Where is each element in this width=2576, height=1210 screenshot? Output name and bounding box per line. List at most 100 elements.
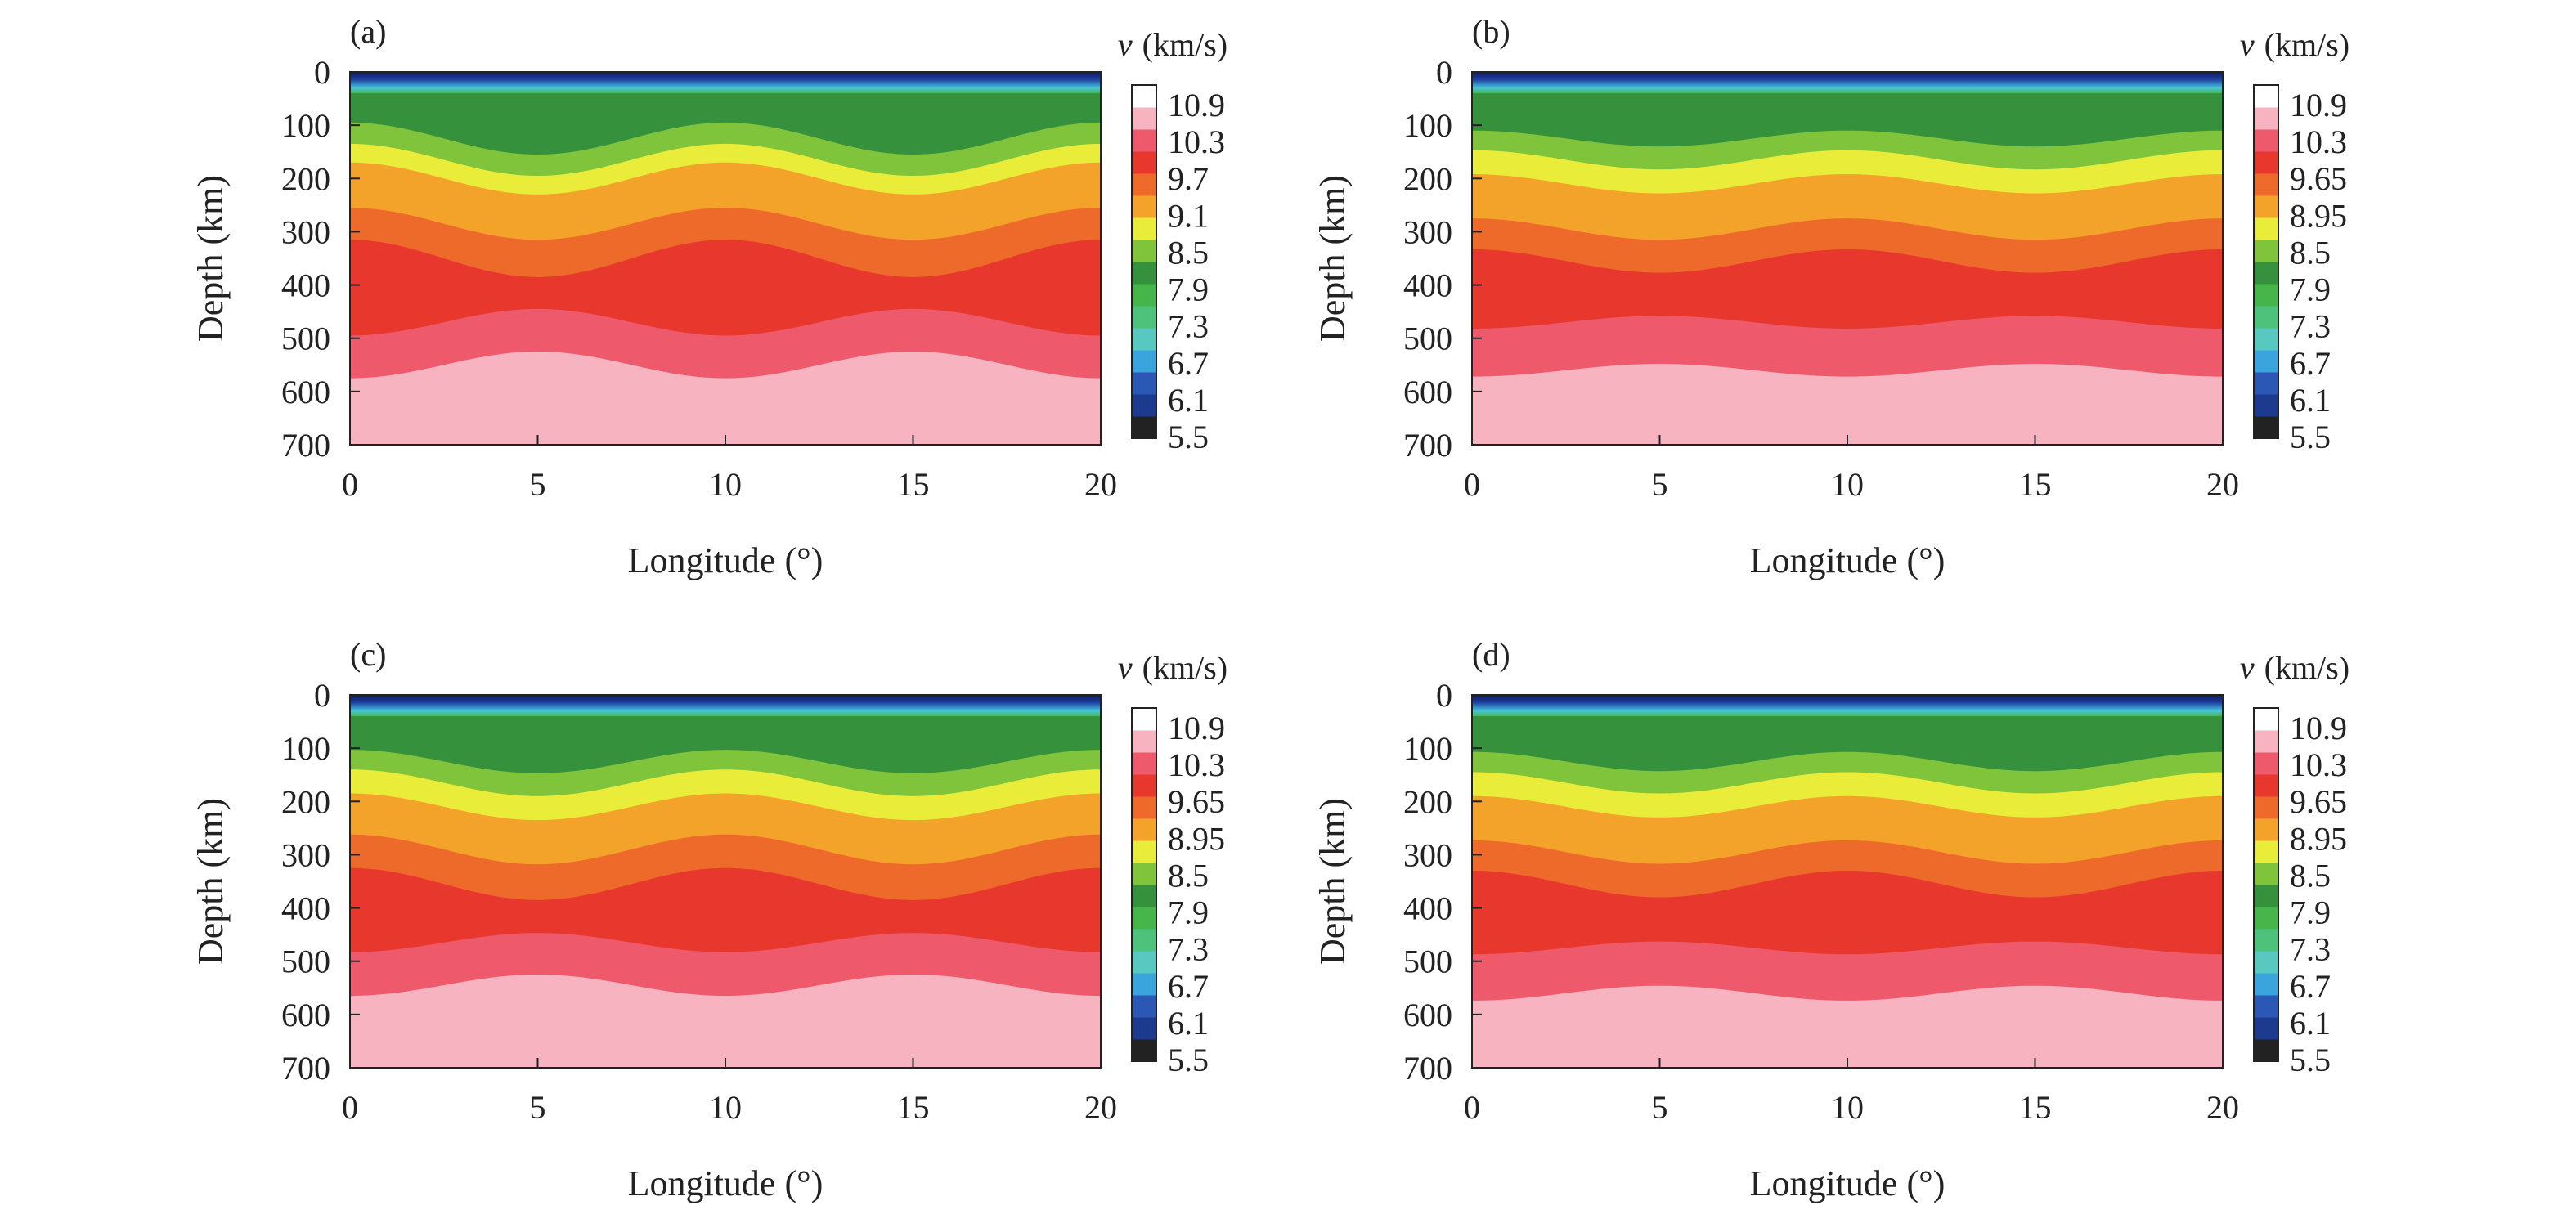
colorbar-segment <box>1132 107 1156 130</box>
y-tick-label: 200 <box>1403 783 1452 820</box>
colorbar-tick-label: 8.5 <box>1168 857 1209 894</box>
colorbar-segment <box>1132 995 1156 1018</box>
x-axis-label: Longitude (°) <box>628 1163 824 1203</box>
y-tick-label: 200 <box>281 160 330 197</box>
x-tick-label: 10 <box>709 466 742 503</box>
y-axis-label: Depth (km) <box>191 798 231 965</box>
colorbar-segment <box>1132 796 1156 819</box>
colorbar-segment <box>2254 173 2278 196</box>
colorbar-title: v (km/s) <box>2240 649 2349 686</box>
velocity-field <box>350 72 1101 445</box>
colorbar: 10.910.39.658.958.57.97.36.76.15.5 v (km/s… <box>2240 649 2349 1078</box>
y-axis-label: Depth (km) <box>191 175 231 342</box>
colorbar: 10.910.39.658.958.57.97.36.76.15.5 v (km/s… <box>1118 649 1227 1078</box>
x-tick-label: 5 <box>1652 466 1668 503</box>
colorbar-tick-label: 10.9 <box>2290 710 2347 746</box>
colorbar-segment <box>1132 730 1156 753</box>
x-tick-label: 20 <box>1084 466 1117 503</box>
colorbar-segment <box>1132 929 1156 952</box>
x-tick-label: 10 <box>709 1089 742 1126</box>
panel-label: (b) <box>1472 13 1510 50</box>
colorbar-segment <box>2254 306 2278 329</box>
colorbar: 10.910.39.79.18.57.97.36.76.15.5 v (km/s) <box>1118 26 1227 455</box>
colorbar-segment <box>1132 284 1156 307</box>
x-tick-label: 10 <box>1831 466 1864 503</box>
colorbar-segment <box>1132 129 1156 152</box>
colorbar-tick-label: 6.1 <box>2290 1005 2331 1042</box>
colorbar-tick-label: 5.5 <box>2290 419 2331 455</box>
colorbar-segment <box>1132 328 1156 351</box>
x-tick-label: 5 <box>530 466 546 503</box>
colorbar-segment <box>1132 774 1156 797</box>
colorbar-segment <box>1132 195 1156 218</box>
colorbar-tick-label: 10.3 <box>1168 746 1225 783</box>
x-tick-label: 10 <box>1831 1089 1864 1126</box>
y-tick-label: 600 <box>281 997 330 1033</box>
colorbar-segment <box>2254 217 2278 240</box>
y-tick-label: 400 <box>1403 267 1452 304</box>
colorbar-segment <box>2254 129 2278 152</box>
x-tick-label: 15 <box>2019 466 2052 503</box>
colorbar-segment <box>1132 240 1156 262</box>
x-tick-label: 20 <box>2206 466 2239 503</box>
x-tick-label: 0 <box>1464 1089 1480 1126</box>
colorbar-tick-label: 8.5 <box>1168 234 1209 271</box>
x-tick-label: 0 <box>1464 466 1480 503</box>
y-tick-label: 100 <box>1403 107 1452 144</box>
y-tick-label: 300 <box>281 213 330 250</box>
colorbar-tick-label: 8.95 <box>1168 820 1225 857</box>
colorbar-title: v (km/s) <box>1118 26 1227 63</box>
panel-a: 0 5 10 15 200100200300400500600700Longitude … <box>191 13 1227 580</box>
colorbar-segment <box>2254 752 2278 775</box>
y-tick-label: 300 <box>281 836 330 873</box>
colorbar-tick-label: 5.5 <box>2290 1042 2331 1078</box>
y-tick-label: 0 <box>1436 677 1452 714</box>
colorbar-segment <box>2254 951 2278 974</box>
colorbar-segment <box>1132 708 1156 731</box>
panel-c: 0 5 10 15 200100200300400500600700Longitude … <box>191 636 1227 1203</box>
colorbar-title: v (km/s) <box>2240 26 2349 63</box>
y-axis-label: Depth (km) <box>1313 175 1353 342</box>
velocity-field <box>1472 695 2223 1068</box>
colorbar-tick-label: 7.9 <box>1168 894 1209 931</box>
colorbar-segment <box>1132 840 1156 863</box>
colorbar-tick-label: 9.1 <box>1168 197 1209 234</box>
colorbar-tick-label: 10.3 <box>2290 746 2347 783</box>
colorbar-tick-label: 6.1 <box>1168 1005 1209 1042</box>
colorbar-segment <box>2254 1039 2278 1062</box>
colorbar-segment <box>2254 262 2278 285</box>
y-tick-label: 400 <box>1403 890 1452 927</box>
colorbar-segment <box>2254 240 2278 262</box>
y-tick-label: 700 <box>1403 1050 1452 1087</box>
colorbar-segment <box>2254 818 2278 841</box>
panel-label: (d) <box>1472 636 1510 673</box>
panel-label: (a) <box>350 13 386 50</box>
y-tick-label: 200 <box>281 783 330 820</box>
colorbar-segment <box>1132 372 1156 395</box>
y-tick-label: 700 <box>1403 427 1452 464</box>
colorbar-segment <box>1132 752 1156 775</box>
colorbar-segment <box>1132 416 1156 439</box>
colorbar-tick-label: 7.3 <box>2290 308 2331 345</box>
colorbar: 10.910.39.658.958.57.97.36.76.15.5 v (km/s… <box>2240 26 2349 455</box>
colorbar-tick-label: 9.7 <box>1168 160 1209 197</box>
colorbar-tick-label: 9.65 <box>1168 783 1225 820</box>
colorbar-segment <box>1132 1017 1156 1040</box>
colorbar-segment <box>2254 907 2278 930</box>
colorbar-tick-label: 10.9 <box>1168 710 1225 746</box>
colorbar-title: v (km/s) <box>1118 649 1227 686</box>
colorbar-tick-label: 6.1 <box>2290 382 2331 419</box>
colorbar-segment <box>2254 1017 2278 1040</box>
panel-b: 0 5 10 15 200100200300400500600700Longitude … <box>1313 13 2349 580</box>
colorbar-segment <box>2254 195 2278 218</box>
colorbar-tick-label: 6.7 <box>1168 345 1209 382</box>
y-tick-label: 600 <box>1403 374 1452 410</box>
colorbar-segment <box>1132 907 1156 930</box>
surface-layer <box>1472 72 2223 94</box>
panel-d: 0 5 10 15 200100200300400500600700Longitude … <box>1313 636 2349 1203</box>
colorbar-tick-label: 6.7 <box>2290 345 2331 382</box>
x-tick-label: 5 <box>1652 1089 1668 1126</box>
y-tick-label: 100 <box>281 107 330 144</box>
colorbar-tick-label: 5.5 <box>1168 1042 1209 1078</box>
colorbar-segment <box>1132 173 1156 196</box>
